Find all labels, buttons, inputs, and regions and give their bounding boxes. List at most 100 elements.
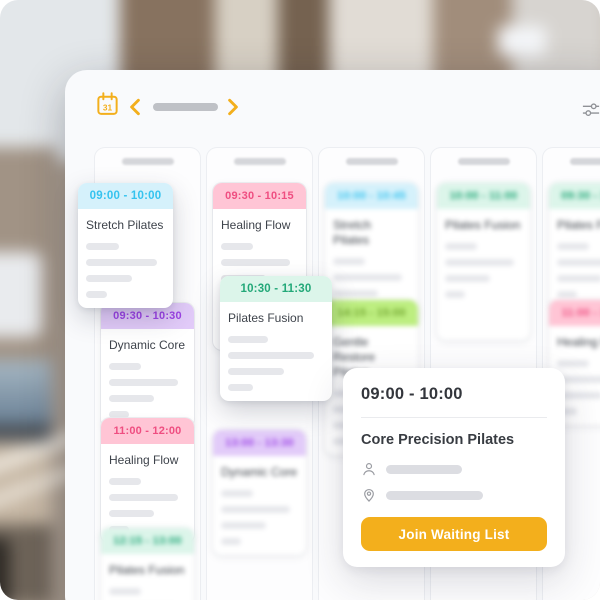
class-card[interactable]: 09:00 - 10:00 Stretch Pilates: [78, 183, 173, 308]
skeleton-line: [109, 588, 142, 595]
calendar-icon[interactable]: 31: [95, 91, 120, 118]
skeleton-line: [557, 291, 578, 298]
instructor-placeholder: [386, 464, 462, 474]
class-card-body: Pilates Fusion: [437, 209, 530, 308]
popup-class-title: Core Precision Pilates: [361, 432, 515, 448]
class-title: Healing Flow: [557, 335, 600, 349]
skeleton-line: [221, 490, 254, 497]
class-card-body: Stretch Pilates: [78, 209, 173, 308]
skeleton-line: [557, 408, 578, 415]
skeleton-line: [86, 291, 107, 298]
popup-divider: [361, 417, 547, 418]
class-time-badge: 14:15 - 15:00: [325, 300, 418, 326]
location-pin-icon: [361, 487, 377, 503]
skeleton-line: [86, 243, 120, 250]
class-title: Stretch Pilates: [333, 218, 372, 247]
class-title: Stretch Pilates: [86, 218, 164, 232]
day-header-placeholder: [233, 158, 286, 165]
class-title: Dynamic Core: [221, 465, 298, 479]
class-title: Pilates Fusion: [228, 311, 304, 325]
class-card-body: Dynamic Core: [101, 329, 194, 428]
class-time-badge: 11:00 - 12:00: [101, 418, 194, 444]
day-header-placeholder: [569, 158, 600, 165]
skeleton-line: [445, 243, 478, 250]
day-header-placeholder: [457, 158, 510, 165]
class-card-body: Pilates Fusion: [220, 302, 332, 401]
class-card-body: Stretch Pilates: [325, 209, 418, 323]
class-time-badge: 10:00 - 11:00: [437, 183, 530, 209]
location-placeholder: [386, 490, 483, 500]
class-card[interactable]: 11:00 - 12:00 Healing Flow: [101, 418, 194, 543]
schedule-panel: 31 09:30 - 10:30 Dynamic Core 11:00 - 12:0…: [65, 70, 600, 600]
class-title: Pilates Fusion: [109, 563, 185, 577]
class-time-badge: 10:30 - 11:30: [220, 276, 332, 302]
class-card[interactable]: 10:00 - 11:00 Pilates Fusion: [437, 183, 530, 340]
skeleton-line: [109, 411, 130, 418]
skeleton-line: [109, 363, 142, 370]
class-title: Healing Flow: [109, 453, 179, 467]
bg-equipment-dark: [0, 538, 10, 600]
skeleton-line: [228, 384, 253, 391]
class-card[interactable]: 10:00 - 10:45 Stretch Pilates: [325, 183, 418, 323]
day-header-placeholder: [121, 158, 174, 165]
location-row: [361, 487, 547, 503]
skeleton-line: [221, 243, 254, 250]
class-card[interactable]: 09:30 - 10:30 Dynamic Core: [101, 303, 194, 428]
class-details-popup: 09:00 - 10:00 Core Precision Pilates: [343, 368, 565, 567]
skeleton-line: [109, 478, 142, 485]
bg-window-left: [0, 252, 42, 337]
skeleton-line: [333, 274, 403, 281]
prev-date-button[interactable]: [129, 98, 141, 116]
class-time-badge: 09:30 - 10:00: [549, 183, 600, 209]
bg-window-blue: [0, 360, 52, 432]
skeleton-line: [228, 368, 284, 375]
skeleton-line: [557, 392, 600, 399]
date-label-placeholder: [153, 103, 218, 111]
skeleton-line: [221, 506, 291, 513]
skeleton-line: [109, 395, 154, 402]
skeleton-line: [221, 522, 266, 529]
class-card[interactable]: 13:00 - 13:30 Dynamic Core: [213, 430, 306, 555]
class-time-badge: 10:00 - 10:45: [325, 183, 418, 209]
skeleton-line: [109, 510, 154, 517]
join-waiting-list-button[interactable]: Join Waiting List: [361, 517, 547, 551]
skeleton-line: [333, 290, 378, 297]
skeleton-line: [333, 258, 366, 265]
skeleton-line: [557, 376, 600, 383]
skeleton-line: [557, 259, 600, 266]
popup-time: 09:00 - 10:00: [361, 385, 463, 403]
skeleton-line: [221, 538, 242, 545]
instructor-row: [361, 461, 547, 477]
person-icon: [361, 461, 377, 477]
class-card[interactable]: 12:15 - 13:00 Pilates Fusion: [101, 528, 194, 600]
skeleton-line: [109, 379, 179, 386]
class-title: Pilates Fusion: [445, 218, 521, 232]
class-time-badge: 11:00 - 12:00: [549, 300, 600, 326]
skeleton-line: [445, 275, 490, 282]
class-title: Healing Flow: [221, 218, 291, 232]
class-card-body: Dynamic Core: [213, 456, 306, 555]
skeleton-line: [221, 259, 291, 266]
class-card-body: Pilates Fusion: [549, 209, 600, 308]
class-card[interactable]: 10:30 - 11:30 Pilates Fusion: [220, 276, 332, 401]
skeleton-line: [557, 360, 590, 367]
skeleton-line: [228, 336, 269, 343]
class-time-badge: 12:15 - 13:00: [101, 528, 194, 554]
skeleton-line: [86, 259, 158, 266]
bg-white-card-blob: [498, 26, 546, 56]
skeleton-line: [109, 494, 179, 501]
class-title: Pilates Fusion: [557, 218, 600, 232]
skeleton-line: [445, 291, 466, 298]
class-card-body: Healing Flow: [549, 326, 600, 425]
day-header-placeholder: [345, 158, 398, 165]
class-time-badge: 13:00 - 13:30: [213, 430, 306, 456]
class-card[interactable]: 09:30 - 10:00 Pilates Fusion: [549, 183, 600, 308]
class-title: Dynamic Core: [109, 338, 186, 352]
class-time-badge: 09:00 - 10:00: [78, 183, 173, 209]
calendar-day-number: 31: [103, 102, 113, 112]
next-date-button[interactable]: [227, 98, 239, 116]
filter-sliders-icon[interactable]: [582, 101, 600, 118]
skeleton-line: [228, 352, 315, 359]
skeleton-line: [445, 259, 515, 266]
skeleton-line: [557, 243, 590, 250]
